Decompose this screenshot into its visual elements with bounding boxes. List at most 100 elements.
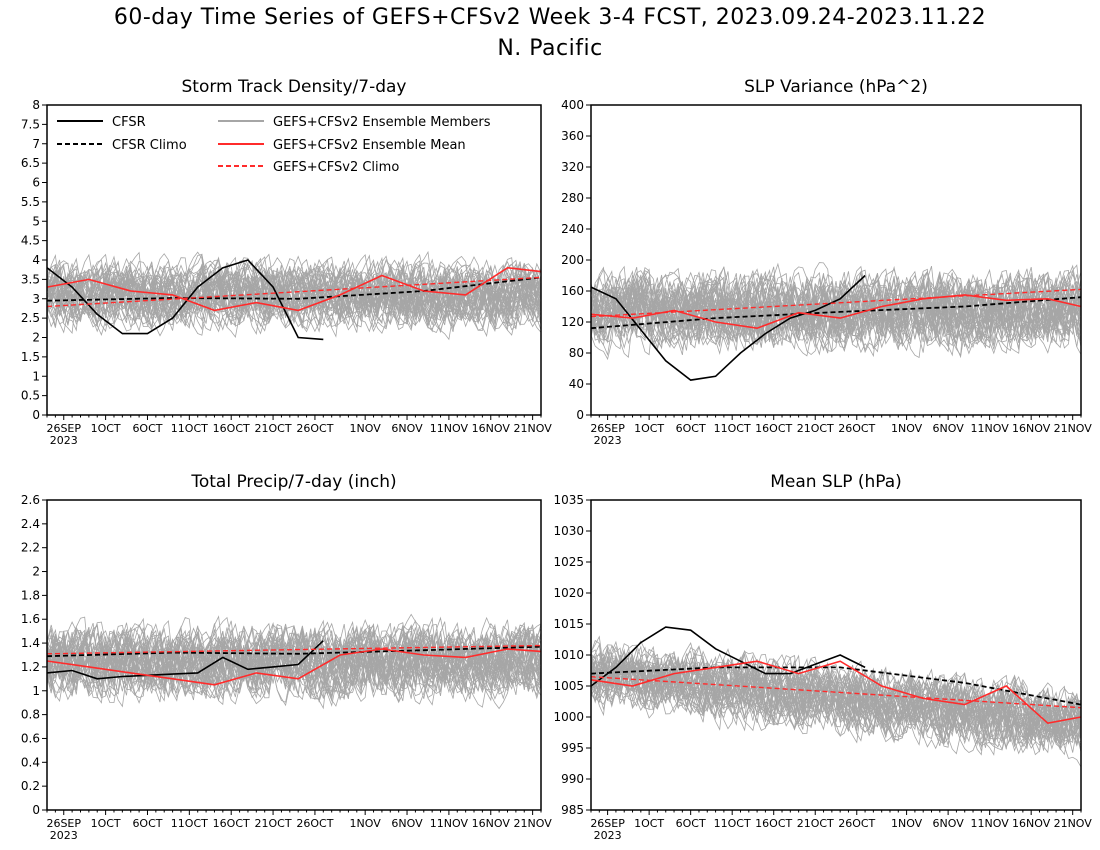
- ensemble-member-line: [591, 661, 1081, 754]
- x-tick-label: 1OCT: [634, 817, 664, 830]
- x-tick-label: 21NOV: [514, 817, 553, 830]
- y-tick-label: 1.6: [21, 612, 40, 626]
- y-tick-label: 1035: [553, 493, 584, 507]
- x-year-label: 2023: [594, 829, 622, 842]
- x-year-label: 2023: [50, 434, 78, 447]
- x-tick-label: 21OCT: [797, 817, 834, 830]
- y-tick-label: 1.8: [21, 588, 40, 602]
- model-climo-line: [46, 276, 542, 308]
- y-tick-label: 120: [561, 315, 584, 329]
- x-tick-label: 6NOV: [391, 817, 423, 830]
- y-tick-label: 1: [32, 369, 40, 383]
- x-tick-label: 6OCT: [676, 422, 706, 435]
- x-tick-label: 1NOV: [891, 817, 923, 830]
- x-tick-label: 6OCT: [676, 817, 706, 830]
- ensemble-member-line: [47, 262, 541, 331]
- ensemble-member-line: [591, 267, 1081, 354]
- x-tick-label: 1NOV: [350, 422, 382, 435]
- cfsr-line: [46, 259, 324, 341]
- x-tick-label: 6NOV: [933, 422, 965, 435]
- panel-4: Mean SLP (hPa) 985 990 995 1000 1005 1010 1015 1…: [553, 472, 1092, 842]
- x-tick-label: 16OCT: [755, 817, 792, 830]
- x-tick-label: 16NOV: [472, 422, 511, 435]
- y-tick-label: 3.5: [21, 272, 40, 286]
- y-tick-label: 2: [32, 565, 40, 579]
- ensemble-mean-line: [590, 294, 1082, 330]
- ensemble-members: [47, 250, 541, 341]
- ensemble-member-line: [591, 645, 1081, 743]
- ensemble-member-line: [591, 262, 1081, 357]
- ensemble-member-line: [591, 270, 1081, 341]
- ensemble-member-line: [591, 652, 1081, 750]
- plot-frame: [46, 499, 542, 811]
- y-tick-label: 995: [561, 741, 584, 755]
- x-tick-label: 21OCT: [255, 422, 292, 435]
- y-tick-label: 1.2: [21, 660, 40, 674]
- ensemble-member-line: [47, 626, 541, 701]
- ensemble-member-line: [47, 616, 541, 700]
- y-tick-label: 7.5: [21, 117, 40, 131]
- ensemble-member-line: [47, 256, 541, 332]
- panel-title: Mean SLP (hPa): [770, 472, 902, 492]
- cfsr-line: [46, 640, 324, 680]
- y-tick-label: 1.4: [21, 636, 40, 650]
- x-tick-label: 21NOV: [514, 422, 553, 435]
- y-tick-label: 2.5: [21, 311, 40, 325]
- panel-1: Storm Track Density/7-day 0 0.5 1 1.5 2 2.5 3 3.…: [21, 77, 552, 447]
- model-climo-line: [590, 288, 1082, 318]
- x-tick-label: 6OCT: [132, 422, 162, 435]
- y-tick-label: 1020: [553, 586, 584, 600]
- y-tick-label: 360: [561, 129, 584, 143]
- plot-frame: [590, 104, 1082, 416]
- x-tick-label: 11OCT: [171, 817, 208, 830]
- y-tick-label: 7: [32, 137, 40, 151]
- y-tick-label: 6: [32, 176, 40, 190]
- y-tick-label: 160: [561, 284, 584, 298]
- ensemble-members: [47, 613, 541, 710]
- y-tick-label: 0.6: [21, 731, 40, 745]
- x-tick-label: 6OCT: [132, 817, 162, 830]
- y-tick-label: 1015: [553, 617, 584, 631]
- y-tick-label: 4.5: [21, 234, 40, 248]
- x-tick-label: 6NOV: [391, 422, 423, 435]
- y-tick-label: 240: [561, 222, 584, 236]
- y-tick-label: 0.5: [21, 389, 40, 403]
- panel-title: Total Precip/7-day (inch): [190, 472, 396, 492]
- y-tick-label: 2.2: [21, 541, 40, 555]
- y-tick-label: 1010: [553, 648, 584, 662]
- x-tick-label: 21NOV: [1054, 422, 1093, 435]
- figure-title: 60-day Time Series of GEFS+CFSv2 Week 3-…: [113, 5, 987, 30]
- ensemble-member-line: [591, 653, 1081, 744]
- y-tick-label: 1: [32, 684, 40, 698]
- legend: CFSR CFSR Climo GEFS+CFSv2 Ensemble Member…: [57, 115, 491, 175]
- x-tick-label: 26OCT: [296, 422, 333, 435]
- x-tick-label: 16NOV: [1012, 422, 1051, 435]
- ensemble-member-line: [591, 648, 1081, 744]
- y-tick-label: 280: [561, 191, 584, 205]
- ensemble-mean-line: [590, 660, 1082, 725]
- legend-label-mean: GEFS+CFSv2 Ensemble Mean: [273, 138, 466, 153]
- y-tick-label: 1005: [553, 679, 584, 693]
- y-tick-label: 0: [32, 803, 40, 817]
- x-tick-label: 11OCT: [171, 422, 208, 435]
- x-tick-label: 16OCT: [213, 817, 250, 830]
- x-year-label: 2023: [50, 829, 78, 842]
- x-tick-label: 16OCT: [213, 422, 250, 435]
- x-tick-label: 26SEP: [590, 817, 625, 830]
- y-tick-label: 400: [561, 98, 584, 112]
- legend-label-cfsr: CFSR: [112, 115, 146, 130]
- y-tick-label: 200: [561, 253, 584, 267]
- y-tick-label: 2.6: [21, 493, 40, 507]
- ensemble-member-line: [591, 645, 1081, 746]
- x-tick-label: 1NOV: [350, 817, 382, 830]
- x-tick-label: 11NOV: [430, 422, 469, 435]
- x-tick-label: 26OCT: [838, 817, 875, 830]
- x-tick-label: 1NOV: [891, 422, 923, 435]
- cfsr-climo-line: [590, 296, 1082, 330]
- y-tick-label: 990: [561, 772, 584, 786]
- x-tick-label: 26SEP: [46, 422, 81, 435]
- cfsr-line: [590, 274, 866, 381]
- x-tick-label: 21NOV: [1054, 817, 1093, 830]
- ensemble-member-line: [47, 621, 541, 699]
